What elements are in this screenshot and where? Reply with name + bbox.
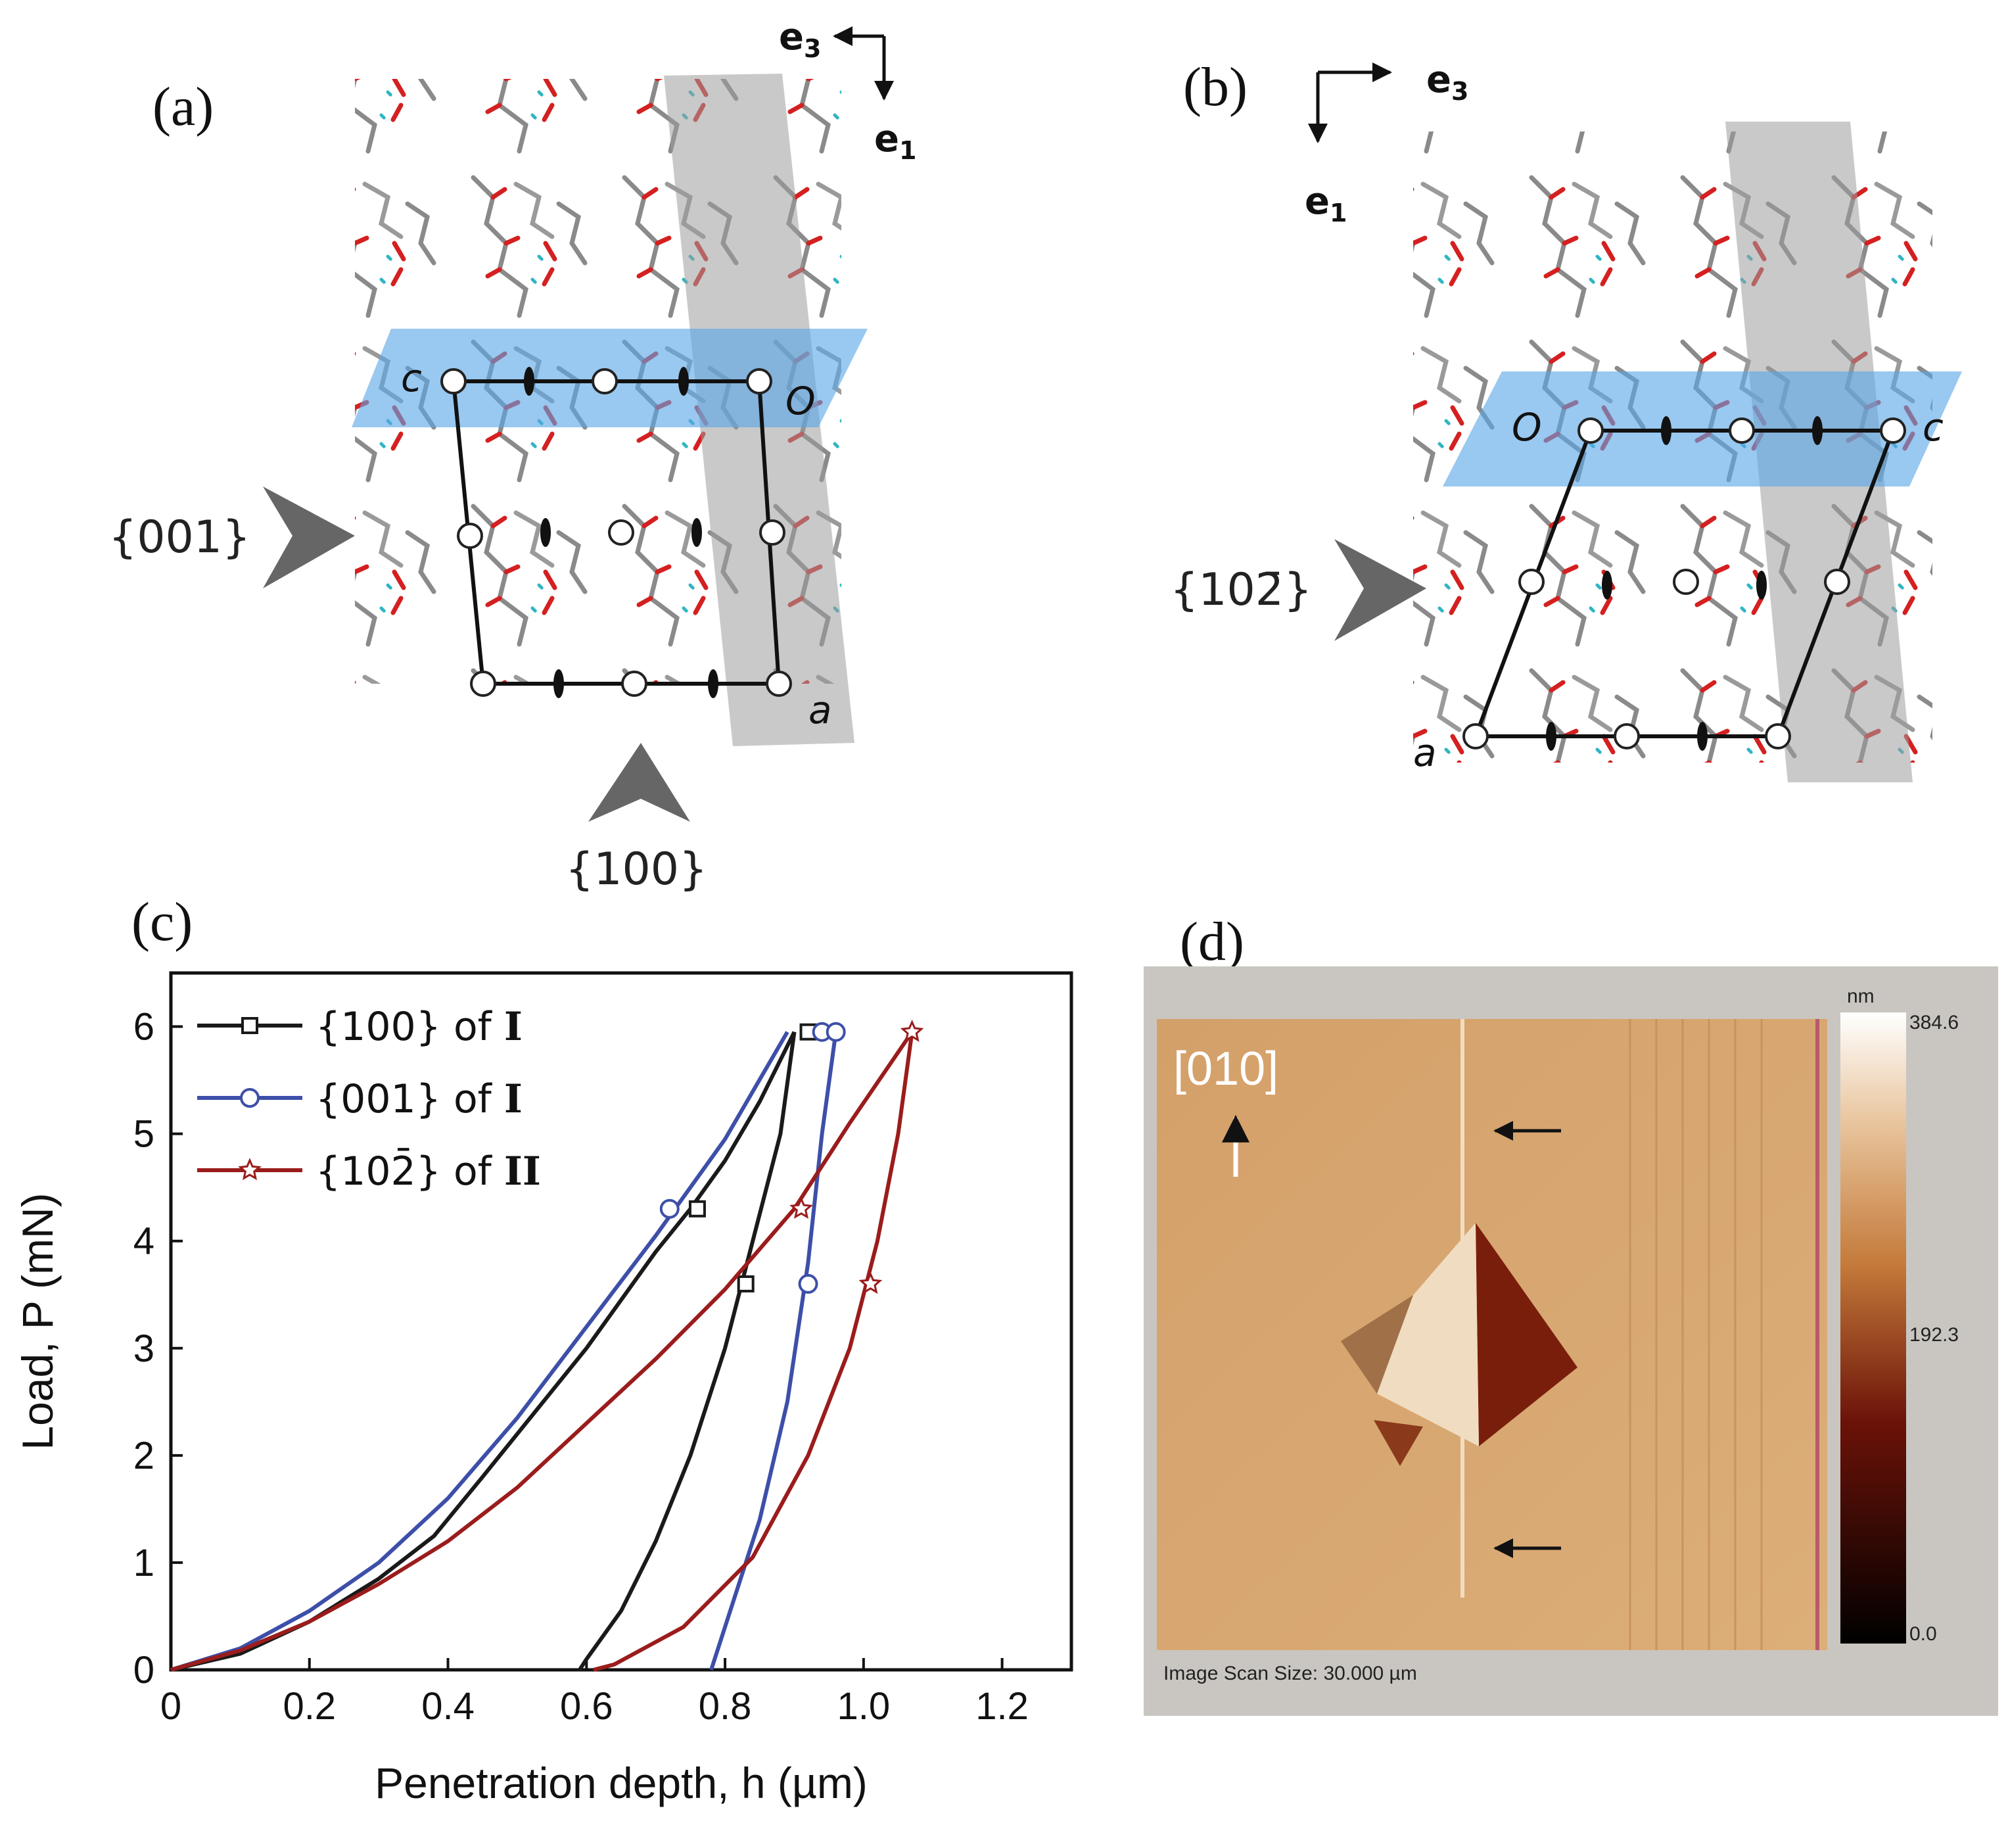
panel-b-label-c: c	[1923, 405, 1944, 450]
afm-marker-arrows	[1493, 1121, 1561, 1558]
panel-a: (a) c O a e3 e1 {001} {100}	[108, 16, 916, 895]
panel-a-e1-label: e	[874, 118, 899, 160]
afm-colorbar	[1840, 1012, 1906, 1644]
panel-a-axes-indicator: e3 e1	[779, 16, 916, 165]
series-marker-star	[858, 1271, 883, 1294]
series-loading-curve	[170, 1031, 789, 1672]
afm-indent-light-face	[1377, 1223, 1479, 1446]
x-tick-label: 0.4	[421, 1685, 475, 1728]
panel-a-twofold-axes	[524, 367, 718, 698]
legend-bold-label: I	[504, 1076, 523, 1122]
svg-text:e3: e3	[779, 16, 821, 63]
series-marker-circle	[798, 1273, 818, 1294]
afm-indent-dark-face	[1476, 1223, 1577, 1446]
svg-text:e1: e1	[1305, 180, 1347, 227]
y-tick-label: 3	[133, 1327, 154, 1370]
panel-a-arrow-bottom	[588, 743, 690, 822]
panel-c: (c) 0 0.2 0.4 0.6 0.8 1.0 1.2 0 1 2 3 4 5 6 Penetrati…	[13, 891, 1073, 1807]
panel-a-e1-subscript: 1	[899, 136, 916, 165]
chart-y-axis-title: Load, P (mN)	[13, 1193, 62, 1450]
panel-a-e3-label: e	[779, 16, 804, 59]
panel-b-label-O: O	[1512, 405, 1542, 450]
panel-d: (d)	[1144, 911, 1998, 1716]
svg-text:e3: e3	[1426, 59, 1468, 106]
afm-scan-size: Image Scan Size: 30.000 µm	[1163, 1663, 1417, 1684]
panel-b-twofold-axes	[1546, 416, 1823, 751]
series-marker-circle	[659, 1198, 680, 1219]
x-tick-label: 0.6	[560, 1685, 613, 1728]
series-marker-square	[737, 1275, 755, 1292]
x-tick-label: 0	[160, 1685, 181, 1728]
y-tick-label: 5	[133, 1113, 154, 1156]
x-tick-label: 0.2	[283, 1685, 336, 1728]
x-tick-label: 1.2	[975, 1685, 1029, 1728]
afm-direction-label: [010]	[1173, 1043, 1278, 1095]
series-marker-square	[241, 1017, 258, 1034]
afm-indent-lower-face	[1374, 1420, 1423, 1466]
legend-text: {102̄} of	[315, 1147, 504, 1195]
afm-scan-lines	[1629, 1019, 1763, 1650]
panel-a-arrow-left-label: {001}	[108, 511, 250, 563]
legend-bold-label: I	[504, 1004, 523, 1050]
panel-a-label-c: c	[401, 356, 422, 400]
y-tick-label: 1	[133, 1542, 154, 1584]
panel-b-arrow-left	[1334, 539, 1426, 641]
panel-a-label-a: a	[808, 688, 832, 732]
x-tick-label: 1.0	[837, 1685, 891, 1728]
panel-b-label-a: a	[1413, 730, 1437, 775]
panel-c-label: (c)	[131, 891, 193, 953]
series-marker-star	[900, 1019, 924, 1042]
legend-entry: {001} of I	[315, 1076, 523, 1122]
panel-b-axes-indicator: e3 e1	[1305, 59, 1468, 227]
series-loading-curve	[170, 1031, 914, 1672]
afm-colorbar-mid: 192.3	[1909, 1324, 1959, 1346]
series-1	[170, 1022, 846, 1672]
y-tick-label: 2	[133, 1434, 154, 1477]
legend-text: {100} of	[315, 1004, 504, 1050]
afm-indent-pileup	[1341, 1295, 1413, 1394]
legend-entry: {102̄} of II	[315, 1147, 541, 1195]
panel-a-label: (a)	[152, 76, 214, 137]
series-unloading-curve	[593, 1031, 914, 1672]
chart-plot-area	[169, 971, 1073, 1672]
panel-b-e3-subscript: 3	[1451, 77, 1468, 106]
series-marker-circle	[240, 1088, 260, 1108]
series-marker-square	[688, 1200, 706, 1218]
series-marker-star	[238, 1158, 262, 1181]
legend-entry: {100} of I	[315, 1004, 523, 1050]
panel-b-e3-label: e	[1426, 59, 1451, 101]
panel-b-e1-subscript: 1	[1330, 199, 1347, 227]
svg-text:e1: e1	[874, 118, 916, 165]
panel-b-arrow-left-label: {102̄}	[1170, 564, 1312, 616]
chart-series	[170, 1019, 924, 1672]
y-tick-label: 0	[133, 1649, 154, 1692]
panel-b-cell-nodes	[1462, 417, 1906, 749]
afm-colorbar-unit: nm	[1847, 985, 1875, 1007]
panel-b-label: (b)	[1183, 57, 1248, 118]
panel-a-label-O: O	[785, 379, 816, 423]
panel-a-arrow-bottom-label: {100}	[565, 843, 707, 895]
legend-text: {001} of	[315, 1076, 504, 1122]
y-tick-label: 6	[133, 1006, 154, 1049]
panel-a-cell-nodes	[440, 368, 792, 697]
series-marker-circle	[826, 1022, 846, 1042]
chart-legend: {100} of I{001} of I{102̄} of II	[197, 1004, 541, 1195]
panel-b: (b) e3 e1 O c a {102̄}	[1170, 57, 1962, 782]
afm-colorbar-max: 384.6	[1909, 1012, 1959, 1033]
legend-bold-label: II	[504, 1149, 541, 1195]
panel-b-e1-label: e	[1305, 180, 1330, 223]
series-marker-star	[789, 1196, 813, 1219]
y-tick-label: 4	[133, 1220, 154, 1263]
chart-ticks: 0 0.2 0.4 0.6 0.8 1.0 1.2 0 1 2 3 4 5 6	[133, 1006, 1029, 1728]
panel-a-arrow-left	[263, 486, 355, 588]
series-2	[170, 1019, 924, 1672]
panel-d-label: (d)	[1180, 911, 1244, 972]
series-unloading-curve	[578, 1031, 797, 1671]
x-tick-label: 0.8	[699, 1685, 752, 1728]
chart-x-axis-title: Penetration depth, h (µm)	[375, 1759, 868, 1807]
afm-colorbar-min: 0.0	[1909, 1623, 1937, 1645]
series-unloading-curve	[709, 1031, 838, 1670]
panel-a-e3-subscript: 3	[804, 34, 821, 63]
